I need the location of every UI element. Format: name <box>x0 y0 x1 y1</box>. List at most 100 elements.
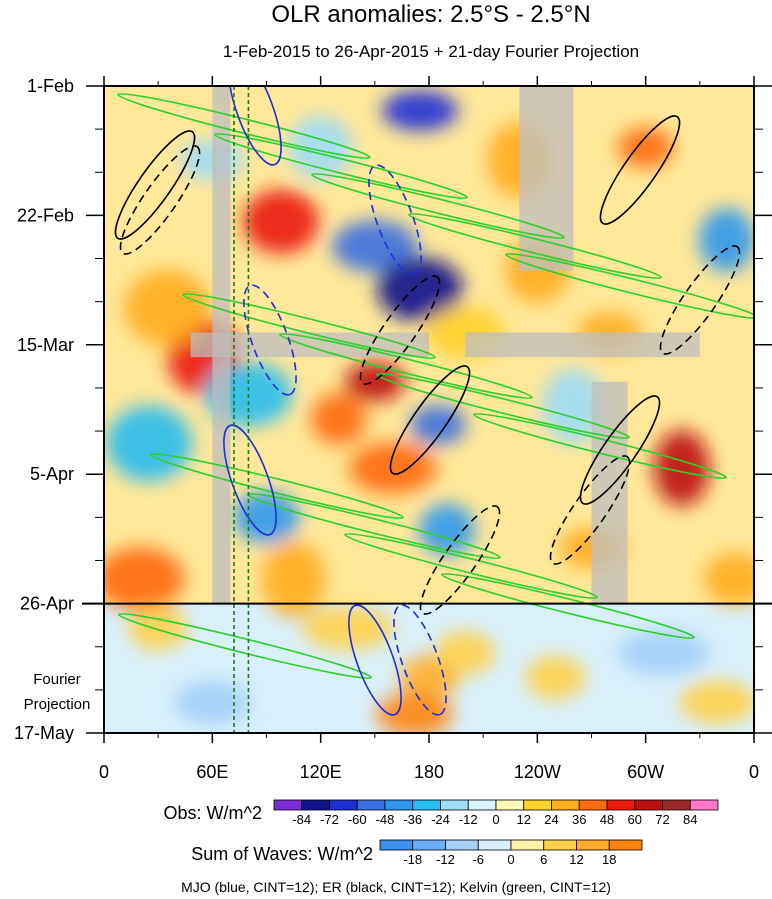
er-wave-contour <box>389 365 471 475</box>
mjo-wave-contour <box>223 424 277 536</box>
waves-colorbar-swatch <box>543 839 577 851</box>
waves-colorbar-tick-label: -18 <box>403 852 422 867</box>
projection-patch <box>525 655 586 700</box>
kelvin-wave-contour <box>441 573 695 639</box>
anomaly-patch <box>310 392 367 445</box>
anomaly-patch <box>703 552 754 605</box>
obs-colorbar-swatch <box>606 799 636 811</box>
obs-colorbar-swatch <box>329 799 358 811</box>
er-wave-contour <box>579 395 661 505</box>
waves-colorbar-tick-label: 0 <box>507 852 514 867</box>
waves-colorbar-tick-label: -6 <box>472 852 484 867</box>
obs-colorbar-swatch <box>412 799 441 811</box>
mjo-wave-contour <box>393 604 447 716</box>
er-wave-contour <box>119 145 201 255</box>
waves-colorbar-swatch <box>379 839 414 851</box>
obs-colorbar-swatch <box>356 799 386 811</box>
waves-colorbar-label: Sum of Waves: W/m^2 <box>191 844 373 864</box>
y-tick-label: 1-Feb <box>27 76 74 96</box>
x-tick-label: 0 <box>749 762 759 782</box>
waves-colorbar-tick-label: 12 <box>569 852 583 867</box>
obs-colorbar-swatch <box>689 799 719 811</box>
obs-colorbar-swatch <box>578 799 608 811</box>
kelvin-wave-contour <box>408 213 662 279</box>
obs-colorbar-tick-label: 72 <box>655 812 669 827</box>
projection-patch <box>617 630 710 675</box>
er-wave-contour <box>359 275 441 385</box>
anomaly-patch <box>261 540 326 617</box>
obs-colorbar-tick-label: -12 <box>459 812 478 827</box>
obs-colorbar-tick-label: -84 <box>292 812 311 827</box>
x-tick-label: 0 <box>99 762 109 782</box>
kelvin-wave-contour <box>118 613 372 679</box>
obs-colorbar-tick-label: -48 <box>376 812 395 827</box>
waves-colorbar-tick-label: -12 <box>436 852 455 867</box>
obs-colorbar-swatch <box>467 799 497 811</box>
anomaly-patch <box>344 361 405 402</box>
anomaly-patch <box>106 405 193 482</box>
obs-colorbar-swatch <box>634 799 663 811</box>
kelvin-wave-contour <box>214 133 468 199</box>
missing-data-block <box>591 381 628 604</box>
obs-colorbar-tick-label: 24 <box>544 812 558 827</box>
er-wave-contour <box>659 245 741 355</box>
obs-colorbar-swatch <box>495 799 525 811</box>
obs-colorbar-swatch <box>440 799 469 811</box>
waves-colorbar-swatch <box>477 839 512 851</box>
obs-colorbar-swatch <box>523 799 552 811</box>
projection-label-line1: Fourier <box>33 671 81 688</box>
projection-patch <box>128 606 189 651</box>
anomaly-patch <box>653 430 710 507</box>
obs-colorbar-tick-label: 36 <box>572 812 586 827</box>
plot-area <box>104 86 754 733</box>
projection-patch <box>679 680 754 725</box>
obs-colorbar-swatch <box>662 799 691 811</box>
x-axis: 0 60E 120E 180 120W 60W 0 <box>99 76 759 782</box>
kelvin-wave-contour <box>376 373 630 439</box>
er-wave-contour <box>114 130 196 240</box>
anomaly-patch <box>617 127 674 168</box>
waves-colorbar-swatch <box>510 839 545 851</box>
anomaly-patch <box>288 115 353 180</box>
chart-subtitle: 1-Feb-2015 to 26-Apr-2015 + 21-day Fouri… <box>223 42 639 61</box>
waves-colorbar: -18 -12 -6 0 6 12 18 <box>379 839 643 867</box>
anomaly-patch <box>410 404 467 445</box>
obs-colorbar-swatch <box>301 799 330 811</box>
anomaly-patch <box>698 208 754 273</box>
er-wave-contour <box>599 115 681 225</box>
obs-colorbar-swatch <box>384 799 414 811</box>
x-tick-label: 120E <box>300 762 342 782</box>
x-tick-label: 120W <box>514 762 561 782</box>
obs-colorbar-tick-label: 48 <box>600 812 614 827</box>
obs-colorbar-swatch <box>551 799 580 811</box>
obs-colorbar-tick-label: -36 <box>403 812 422 827</box>
projection-patch <box>435 630 496 675</box>
projection-label-line2: Projection <box>24 696 91 713</box>
projection-patch <box>174 680 251 725</box>
obs-colorbar-tick-label: -24 <box>431 812 450 827</box>
missing-data-block <box>212 86 231 604</box>
waves-colorbar-tick-label: 18 <box>602 852 616 867</box>
obs-colorbar-tick-label: 60 <box>628 812 642 827</box>
er-wave-contour <box>549 455 631 565</box>
y-tick-label: 5-Apr <box>30 464 74 484</box>
obs-colorbar: -84 -72 -60 -48 -36 -24 -12 0 12 24 36 48 60 72 84 <box>273 799 719 827</box>
footer-legend: MJO (blue, CINT=12); ER (black, CINT=12)… <box>181 879 611 895</box>
projection-patch <box>376 692 453 733</box>
obs-colorbar-tick-label: 0 <box>492 812 499 827</box>
waves-colorbar-swatch <box>412 839 446 851</box>
obs-colorbar-tick-label: 12 <box>517 812 531 827</box>
anomaly-patch <box>124 269 211 346</box>
waves-colorbar-tick-label: 6 <box>540 852 547 867</box>
obs-colorbar-tick-label: 84 <box>683 812 697 827</box>
y-tick-label: 17-May <box>14 723 74 743</box>
waves-colorbar-swatch <box>445 839 479 851</box>
projection-patch <box>256 674 349 719</box>
kelvin-wave-contour <box>311 173 565 239</box>
kelvin-wave-contour <box>344 533 598 599</box>
x-tick-label: 180 <box>414 762 444 782</box>
obs-colorbar-swatch <box>273 799 303 811</box>
y-tick-label: 22-Feb <box>17 205 74 225</box>
projection-patch <box>301 606 394 651</box>
